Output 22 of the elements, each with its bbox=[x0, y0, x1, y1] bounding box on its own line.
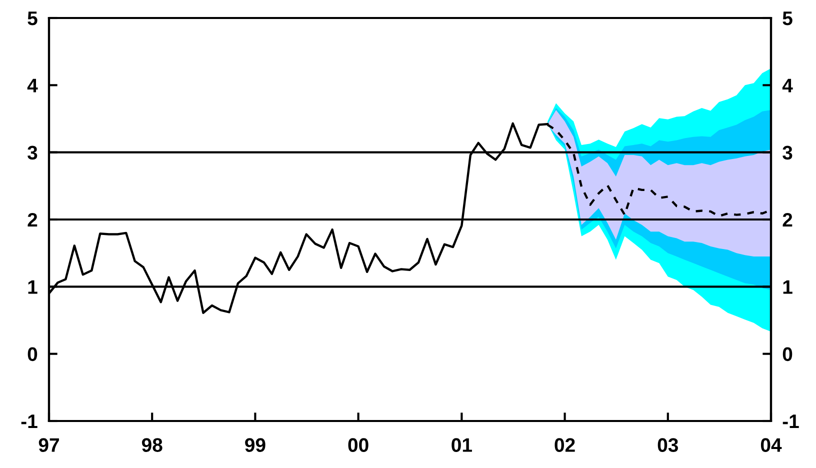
y2-tick-label: -1 bbox=[782, 414, 799, 428]
x-tick-label: 98 bbox=[142, 438, 162, 452]
x-tick-label: 99 bbox=[245, 438, 266, 452]
y-tick-label: 5 bbox=[28, 12, 38, 26]
y2-tick-label: 4 bbox=[782, 78, 793, 92]
x-tick-label: 00 bbox=[348, 438, 368, 452]
y2-tick-label: 1 bbox=[783, 280, 792, 294]
x-tick-label: 04 bbox=[760, 438, 782, 452]
y2-tick-label: 5 bbox=[782, 12, 792, 26]
x-tick-label: 97 bbox=[38, 438, 59, 452]
y-tick-label: 1 bbox=[28, 280, 38, 294]
x-tick-label: 01 bbox=[452, 438, 472, 452]
y-tick-label: 3 bbox=[28, 146, 38, 160]
y-tick-label: 2 bbox=[28, 212, 38, 227]
y-tick-label: 4 bbox=[27, 78, 38, 92]
x-tick-label: 03 bbox=[658, 438, 678, 452]
y-tick-label: 0 bbox=[28, 347, 38, 362]
y2-tick-label: 2 bbox=[782, 212, 792, 227]
x-tick-label: 02 bbox=[554, 438, 575, 452]
y-tick-label: -1 bbox=[21, 414, 38, 428]
y2-tick-label: 3 bbox=[782, 146, 792, 160]
y2-tick-label: 0 bbox=[782, 347, 792, 362]
